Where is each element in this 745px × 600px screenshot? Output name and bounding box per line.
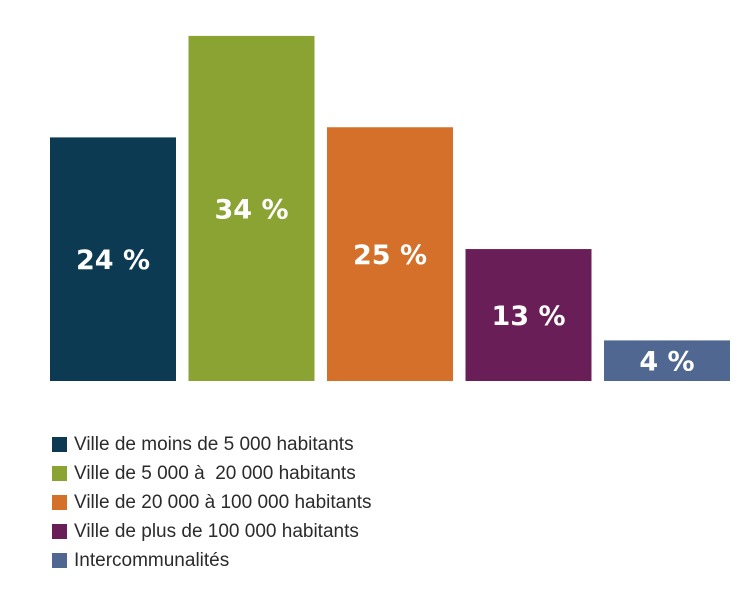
bar-3 — [327, 127, 453, 381]
bar-4 — [465, 249, 592, 381]
data-label-5: 4 % — [639, 347, 694, 378]
legend: Ville de moins de 5 000 habitants Ville d… — [52, 430, 372, 575]
legend-item: Ville de moins de 5 000 habitants — [52, 430, 372, 459]
legend-item: Ville de 20 000 à 100 000 habitants — [52, 488, 372, 517]
legend-label: Ville de 20 000 à 100 000 habitants — [74, 491, 372, 513]
legend-label: Ville de plus de 100 000 habitants — [74, 520, 359, 542]
legend-item: Ville de 5 000 à 20 000 habitants — [52, 459, 372, 488]
legend-label: Ville de 5 000 à 20 000 habitants — [74, 462, 356, 484]
legend-item: Ville de plus de 100 000 habitants — [52, 517, 372, 546]
legend-label: Ville de moins de 5 000 habitants — [74, 433, 354, 455]
data-label-2: 34 % — [214, 194, 288, 225]
legend-label: Intercommunalités — [74, 549, 230, 571]
legend-swatch — [52, 437, 67, 452]
legend-swatch — [52, 553, 67, 568]
bar-2 — [188, 35, 315, 382]
data-label-4: 13 % — [491, 301, 565, 332]
legend-swatch — [52, 524, 67, 539]
bar-1 — [50, 137, 176, 381]
legend-swatch — [52, 495, 67, 510]
legend-swatch — [52, 466, 67, 481]
data-labels-group: 24 % 34 % 25 % 13 % 4 % — [76, 194, 695, 377]
data-label-3: 25 % — [353, 240, 427, 271]
legend-item: Intercommunalités — [52, 546, 372, 575]
bar-chart: 24 % 34 % 25 % 13 % 4 % — [50, 35, 730, 382]
data-label-1: 24 % — [76, 245, 150, 276]
bars-group — [50, 35, 730, 382]
bar-5 — [604, 340, 730, 381]
